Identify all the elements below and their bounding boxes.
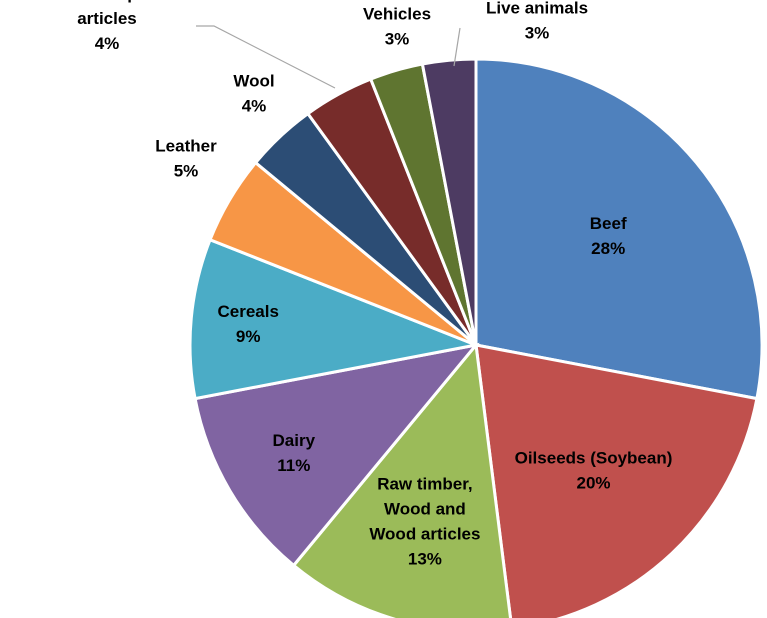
slice-label-6: Wool 4% — [233, 72, 274, 116]
pie-slice-4 — [188, 237, 482, 401]
slice-name-label-8: Vehicles — [363, 5, 431, 24]
slice-label-9: Live animals 3% — [486, 0, 588, 43]
slice-name-label-2: Wood and — [384, 499, 466, 518]
slice-value-label-3: 11% — [277, 456, 310, 475]
slice-value-label-6: 4% — [242, 97, 267, 116]
slice-value-label-1: 20% — [576, 474, 610, 493]
pie-slice-3 — [193, 342, 480, 568]
pie-slice-0 — [474, 57, 764, 401]
leader-line-9 — [453, 27, 461, 67]
slice-name-label-4: Cereals — [217, 302, 278, 321]
slice-name-label-1: Oilseeds (Soybean) — [515, 449, 673, 468]
leader-line-7 — [196, 25, 336, 89]
slice-label-8: Vehicles 3% — [363, 5, 431, 49]
pie-slices — [188, 57, 764, 618]
slice-name-label-2: Raw timber, — [377, 474, 472, 493]
pie-slice-1 — [474, 343, 759, 618]
slice-name-label-5: Leather — [155, 137, 217, 156]
pie-slice-2 — [291, 341, 513, 618]
slice-label-0: Beef 28% — [590, 214, 627, 258]
slice-name-label-9: Live animals — [486, 0, 588, 18]
slice-value-label-0: 28% — [591, 239, 625, 258]
slice-name-label-2: Wood articles — [369, 524, 480, 543]
slice-name-label-6: Wool — [233, 72, 274, 91]
slice-label-5: Leather 5% — [155, 137, 217, 181]
slice-value-label-5: 5% — [174, 162, 199, 181]
pie-slice-9 — [420, 57, 478, 346]
slice-value-label-8: 3% — [385, 30, 410, 49]
slice-value-label-2: 13% — [408, 549, 442, 568]
slice-value-label-4: 9% — [236, 327, 261, 346]
slice-name-label-7: Plastic and plastic — [33, 0, 181, 3]
slice-label-7: Plastic and plastic articles 4% — [33, 0, 181, 53]
slice-value-label-9: 3% — [525, 24, 550, 43]
slice-label-3: Dairy 11% — [273, 431, 316, 475]
slice-value-label-7: 4% — [95, 34, 120, 53]
slice-name-label-0: Beef — [590, 214, 627, 233]
slice-name-label-7: articles — [77, 9, 137, 28]
slice-label-4: Cereals 9% — [217, 302, 278, 346]
slice-label-2: Raw timber, Wood and Wood articles 13% — [369, 474, 480, 568]
pie-labels: Beef 28% Oilseeds (Soybean) 20% Raw timber, W… — [33, 0, 673, 568]
slice-label-1: Oilseeds (Soybean) 20% — [515, 449, 673, 493]
leader-lines — [196, 25, 461, 89]
slice-name-label-3: Dairy — [273, 431, 316, 450]
